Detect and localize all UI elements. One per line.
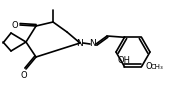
Text: CH₃: CH₃ — [151, 64, 163, 70]
Text: N: N — [90, 39, 96, 48]
Text: O: O — [21, 71, 27, 80]
Text: N: N — [77, 39, 83, 48]
Text: OH: OH — [118, 56, 131, 65]
Text: O: O — [12, 20, 18, 29]
Text: O: O — [145, 62, 152, 71]
